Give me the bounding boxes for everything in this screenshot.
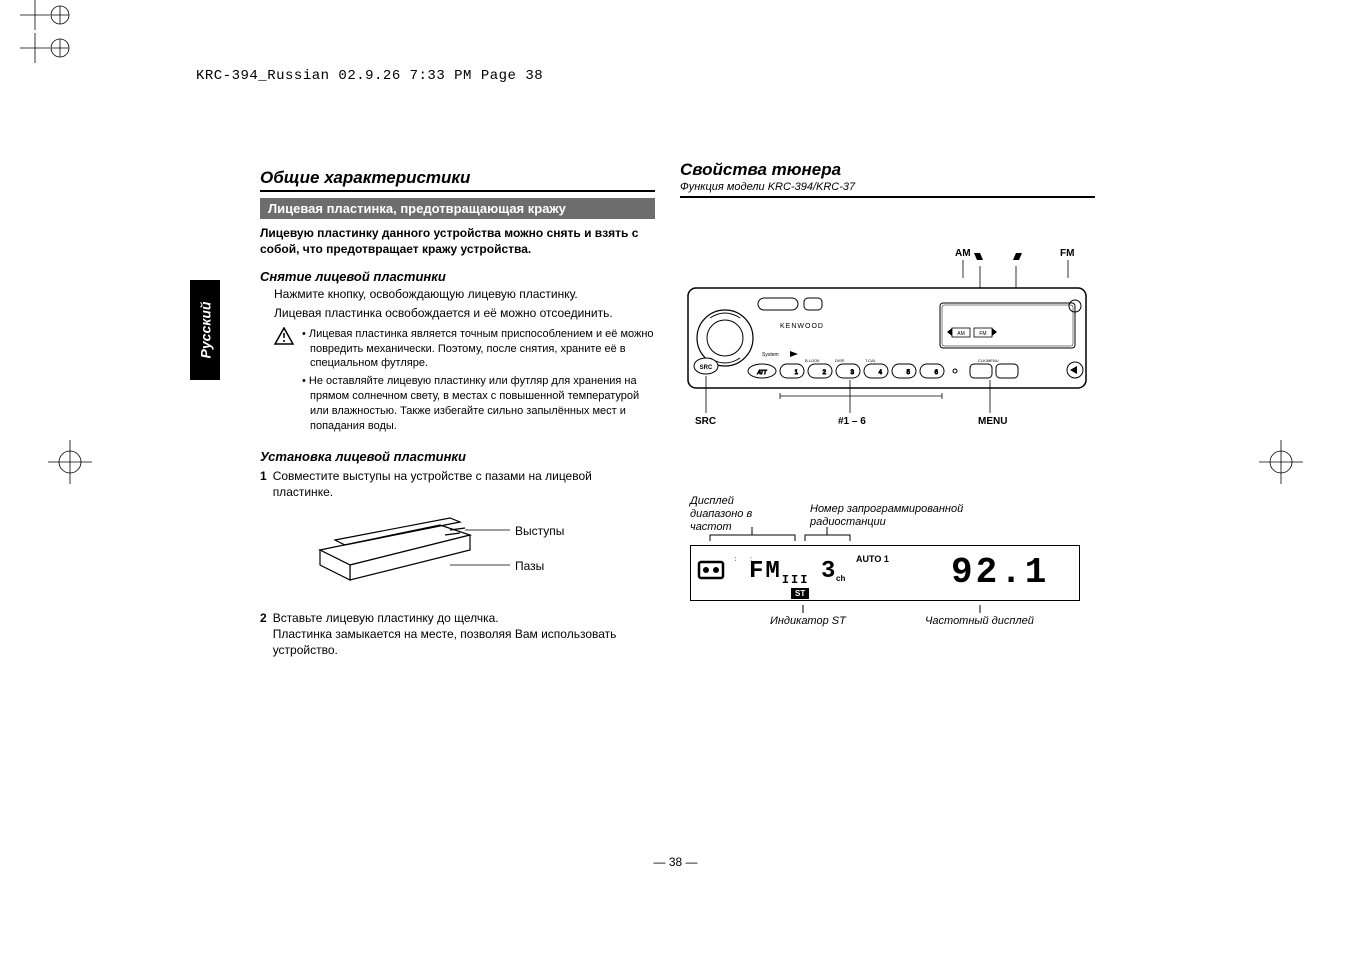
crop-mark-left xyxy=(48,440,92,487)
manual-page: KRC-394_Russian 02.9.26 7:33 PM Page 38 … xyxy=(0,0,1351,954)
svg-text:AM: AM xyxy=(957,331,965,337)
install-step-1: 1 Совместите выступы на устройстве с паз… xyxy=(260,468,655,500)
step-2-text-b: Пластинка замыкается на месте, позволяя … xyxy=(273,627,617,657)
tuner-subtitle: Функция модели KRC-394/KRC-37 xyxy=(680,181,1095,198)
svg-text:System: System xyxy=(762,352,779,358)
cassette-icon xyxy=(697,558,727,586)
label-presets: #1 – 6 xyxy=(838,416,866,427)
svg-text:SRC: SRC xyxy=(700,365,713,371)
label-fm: FM xyxy=(1060,248,1074,259)
print-header: KRC-394_Russian 02.9.26 7:33 PM Page 38 xyxy=(196,68,543,84)
lcd-display: : : FMIII 3 ch AUTO 1 92.1 ST xyxy=(690,545,1080,601)
label-src: SRC xyxy=(695,416,716,427)
lcd-band: FMIII xyxy=(749,558,809,587)
lcd-ch: ch xyxy=(836,574,845,583)
label-protrusions: Выступы xyxy=(515,524,564,538)
section-title-tuner: Свойства тюнера xyxy=(680,160,1095,182)
svg-text:FM: FM xyxy=(979,331,986,337)
remove-step-1: Нажмите кнопку, освобождающую лицевую пл… xyxy=(274,286,655,302)
svg-text:DISP.: DISP. xyxy=(835,358,845,363)
step-number-2: 2 xyxy=(260,610,267,659)
step-number-1: 1 xyxy=(260,468,267,500)
label-menu: MENU xyxy=(978,416,1007,427)
svg-text:B.LOOK: B.LOOK xyxy=(805,358,820,363)
left-column: Общие характеристики Лицевая пластинка, … xyxy=(260,168,655,659)
heading-install: Установка лицевой пластинки xyxy=(260,449,655,464)
label-grooves: Пазы xyxy=(515,559,544,573)
caution-note-1: • Лицевая пластинка является точным прис… xyxy=(302,327,655,372)
label-am: AM xyxy=(955,248,971,259)
crop-mark-right xyxy=(1259,440,1303,487)
language-label: Pусский xyxy=(197,302,213,359)
language-tab: Pусский xyxy=(190,280,220,380)
remove-step-2: Лицевая пластинка освобождается и её мож… xyxy=(274,305,655,321)
install-step-2: 2 Вставьте лицевую пластинку до щелчка. … xyxy=(260,610,655,659)
svg-text:ATT: ATT xyxy=(756,370,767,376)
section-title-general: Общие характеристики xyxy=(260,168,655,192)
caution-note-2: • Не оставляйте лицевую пластинку или фу… xyxy=(302,374,655,433)
right-column: Свойства тюнера Функция модели KRC-394/K… xyxy=(680,160,1095,643)
heading-remove: Снятие лицевой пластинки xyxy=(260,269,655,284)
lcd-st-indicator: ST xyxy=(791,588,809,599)
caution-block: • Лицевая пластинка является точным прис… xyxy=(274,327,655,437)
unit-svg: SRC KENWOOD AM FM System xyxy=(680,248,1095,428)
step-2-text-a: Вставьте лицевую пластинку до щелчка. xyxy=(273,611,499,625)
box-heading-faceplate: Лицевая пластинка, предотвращающая кражу xyxy=(260,198,655,219)
lcd-preset-num: 3 xyxy=(821,558,837,585)
faceplate-diagram: Выступы Пазы xyxy=(310,510,580,600)
page-number: — 38 — xyxy=(0,855,1351,869)
unit-diagram: AM FM SRC #1 – 6 MENU xyxy=(680,248,1095,458)
lcd-auto: AUTO 1 xyxy=(856,554,889,564)
crop-mark-bottom xyxy=(0,33,1351,66)
svg-text:CLK/MENU: CLK/MENU xyxy=(978,358,999,363)
display-diagram: Дисплей диапазоно в частот Номер запрогр… xyxy=(690,513,1095,643)
crop-mark-top xyxy=(0,0,1351,33)
intro-paragraph: Лицевую пластинку данного устройства мож… xyxy=(260,225,655,257)
lcd-frequency: 92.1 xyxy=(951,552,1049,593)
step-1-text: Совместите выступы на устройстве с пазам… xyxy=(273,468,655,500)
svg-text:KENWOOD: KENWOOD xyxy=(780,323,824,330)
svg-text:T.CAL: T.CAL xyxy=(865,358,877,363)
caution-icon xyxy=(274,327,294,437)
